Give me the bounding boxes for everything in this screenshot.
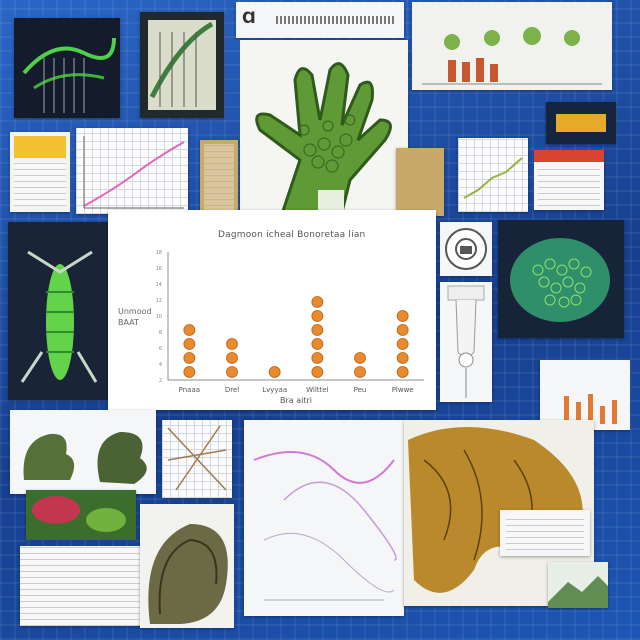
x-tick-label: Plwwe bbox=[392, 386, 414, 394]
x-tick-label: Peu bbox=[354, 386, 367, 394]
tile-small-bar-chart bbox=[540, 360, 630, 430]
x-tick-label: Pnaaa bbox=[179, 386, 200, 394]
tile-yellow-bar-panel bbox=[546, 102, 616, 144]
y-tick-label: 12 bbox=[156, 298, 162, 304]
tile-top-header-strip: Ɑ bbox=[236, 2, 404, 38]
chart-dot bbox=[226, 366, 238, 378]
y-tick-label: 6 bbox=[159, 346, 162, 352]
tile-landscape-thumb bbox=[548, 562, 608, 608]
chart-dot bbox=[183, 338, 196, 350]
tile-pink-curve-graph bbox=[76, 128, 188, 214]
chart-dot bbox=[354, 352, 366, 364]
tile-table-panel-right bbox=[534, 150, 604, 210]
tile-ribbed-specimen bbox=[140, 12, 224, 118]
chart-dot bbox=[396, 366, 409, 378]
x-tick-label: Drel bbox=[225, 386, 239, 394]
chart-dot bbox=[354, 366, 366, 378]
header-glyph: Ɑ bbox=[242, 8, 256, 27]
dot-stack-chart: 18 16 14 12 10 8 6 4 2 Pnaaa Drel Lvyyaa Wilttel Peu P… bbox=[156, 250, 424, 394]
tile-circuit-note bbox=[500, 510, 590, 556]
chart-dot bbox=[226, 352, 238, 364]
tile-sprout-bar-panel bbox=[412, 2, 612, 90]
tile-yellow-docs bbox=[10, 132, 70, 212]
chart-dot bbox=[311, 324, 324, 336]
y-tick-label: 18 bbox=[156, 250, 162, 256]
chart-dot bbox=[311, 296, 324, 308]
chart-dot bbox=[183, 366, 196, 378]
tile-green-sculptures bbox=[10, 410, 156, 494]
tile-mini-line-chart bbox=[458, 138, 528, 212]
tile-tan-notebook bbox=[200, 140, 238, 216]
y-axis-label: Unmood BAAT bbox=[118, 307, 152, 327]
chart-axes bbox=[167, 252, 424, 381]
y-tick-label: 8 bbox=[159, 330, 162, 336]
tile-seal-badge bbox=[440, 222, 492, 276]
chart-dot bbox=[226, 338, 238, 350]
tile-red-green-foliage bbox=[26, 490, 136, 540]
chart-dot bbox=[311, 338, 324, 350]
chart-dot bbox=[311, 366, 324, 378]
tile-green-cell-sphere bbox=[498, 220, 624, 338]
y-tick-label: 2 bbox=[159, 378, 162, 384]
y-tick-label: 14 bbox=[156, 282, 162, 288]
chart-dot bbox=[183, 324, 196, 336]
chart-title: Dagmoon icheal Bonoretaa lian bbox=[218, 230, 366, 240]
x-axis-label: Bra aitri bbox=[280, 396, 312, 405]
y-tick-label: 10 bbox=[156, 314, 162, 320]
x-tick-label: Wilttel bbox=[306, 386, 328, 394]
chart-dot bbox=[311, 310, 324, 322]
chart-dot bbox=[396, 352, 409, 364]
tile-scaled-coil bbox=[140, 504, 234, 628]
y-tick-label: 4 bbox=[159, 362, 162, 368]
tile-green-wireframe-plant bbox=[14, 18, 120, 118]
chart-dot bbox=[183, 352, 196, 364]
tile-crossing-lines-diagram bbox=[162, 420, 232, 498]
tile-lab-flask bbox=[440, 282, 492, 402]
tile-data-table bbox=[20, 546, 140, 626]
y-tick-label: 16 bbox=[156, 266, 162, 272]
tile-green-hand-illustration bbox=[240, 40, 408, 210]
chart-dot bbox=[396, 338, 409, 350]
chart-dot bbox=[396, 310, 409, 322]
chart-dot bbox=[268, 366, 281, 378]
tile-purple-vein-sketch bbox=[244, 420, 404, 616]
x-tick-label: Lvyyaa bbox=[262, 386, 287, 394]
chart-dot bbox=[311, 352, 324, 364]
center-chart-panel: Dagmoon icheal Bonoretaa lian Unmood BAA… bbox=[108, 210, 436, 410]
tile-green-caterpillar bbox=[8, 222, 108, 400]
tile-tan-notebook-right bbox=[396, 148, 444, 216]
chart-dot bbox=[396, 324, 409, 336]
